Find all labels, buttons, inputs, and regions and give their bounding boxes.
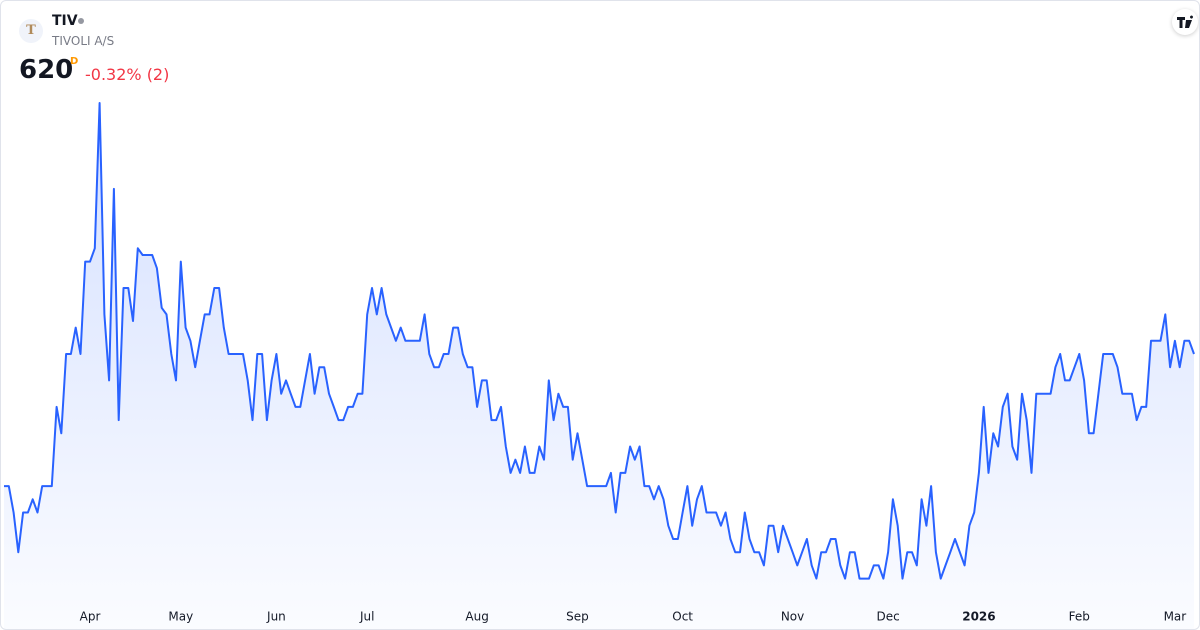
logo: T [19,19,43,43]
change: -0.32% (2) [85,65,170,84]
status-dot [78,18,84,24]
last-price: 620 [19,55,74,85]
tradingview-logo[interactable] [1172,9,1198,35]
company-name: TIVOLI A/S [52,34,115,48]
area [4,103,1194,629]
logo-icon [1177,15,1193,28]
price-line [4,102,1195,580]
interval: D [70,56,79,67]
symbol: TIV [52,13,78,29]
